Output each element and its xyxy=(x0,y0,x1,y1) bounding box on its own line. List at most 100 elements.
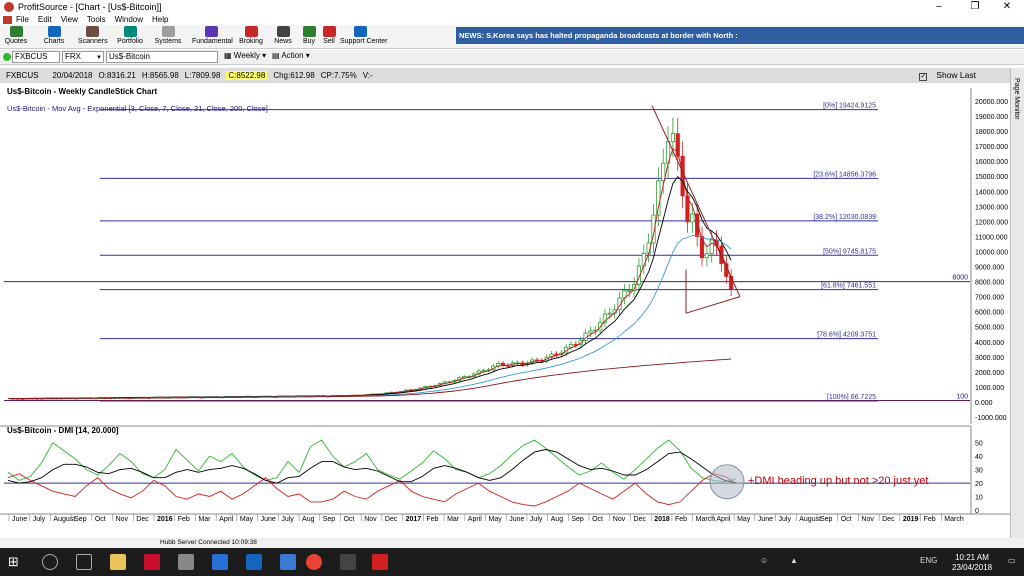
security-name-field[interactable]: Us$-Bitcoin xyxy=(106,51,218,63)
price-y-tick-label: 18000.000 xyxy=(975,129,1008,136)
scanners-button[interactable]: Scanners xyxy=(78,26,108,48)
price-y-tick-label: 6000.000 xyxy=(975,310,1004,317)
info-open: O:8316.21 xyxy=(98,71,136,80)
candle-body xyxy=(602,313,608,323)
menu-tools[interactable]: Tools xyxy=(86,15,106,24)
calculator-icon[interactable] xyxy=(178,554,194,570)
fundamental-button[interactable]: Fundamental xyxy=(192,26,233,48)
trading-app-icon[interactable] xyxy=(340,554,356,570)
language-indicator[interactable]: ENG xyxy=(920,556,938,565)
close-button[interactable]: ✕ xyxy=(1002,1,1012,12)
news-ticker[interactable]: NEWS: S.Korea says has halted propaganda… xyxy=(456,27,1024,44)
sell-icon xyxy=(322,26,336,37)
price-y-tick-label: 20000.000 xyxy=(975,99,1008,106)
candle-body xyxy=(651,214,656,244)
documents-icon[interactable] xyxy=(280,554,296,570)
connection-status-icon xyxy=(3,53,11,61)
price-y-tick-label: 0.000 xyxy=(975,400,993,407)
clock[interactable]: 10:21 AM 23/04/2018 xyxy=(952,553,992,573)
page-monitor-tab[interactable]: Page Monitor xyxy=(1010,68,1024,538)
portfolio-button[interactable]: Portfolio xyxy=(116,26,144,48)
portfolio-label: Portfolio xyxy=(117,38,143,45)
dmi-y-tick-label: 20 xyxy=(975,481,983,488)
checkbox-icon: ✓ xyxy=(919,73,928,81)
quotes-button[interactable]: Quotes xyxy=(4,26,28,48)
price-y-tick-label: 16000.000 xyxy=(975,159,1008,166)
security-app-icon[interactable] xyxy=(246,554,262,570)
x-axis-label: Nov xyxy=(116,516,129,523)
window-title: ProfitSource - [Chart - [Us$-Bitcoin]] xyxy=(18,2,162,12)
fib-level-label: [61.8%] 7461.551 xyxy=(821,283,876,290)
menu-help[interactable]: Help xyxy=(152,15,169,24)
price-y-tick-label: 5000.000 xyxy=(975,325,1004,332)
buy-icon xyxy=(302,26,316,37)
menu-file[interactable]: File xyxy=(16,15,29,24)
candle-body xyxy=(588,330,593,334)
candle-body xyxy=(607,312,612,315)
exchange-select[interactable]: FRX ▼ xyxy=(62,51,104,63)
start-button-icon[interactable]: ⊞ xyxy=(8,554,19,569)
buy-button[interactable]: Buy xyxy=(300,26,318,48)
sell-button[interactable]: Sell xyxy=(320,26,338,48)
file-explorer-icon[interactable] xyxy=(110,554,126,570)
people-icon[interactable]: ☺ xyxy=(760,556,769,565)
x-axis-label: August xyxy=(799,516,821,523)
symbol-field[interactable]: FXBCUS xyxy=(12,51,60,63)
support-center-button[interactable]: Support Center xyxy=(340,26,387,48)
profitsource-taskbar-icon[interactable] xyxy=(372,554,388,570)
notifications-tray-icon[interactable]: ▲ xyxy=(790,556,798,565)
menu-edit[interactable]: Edit xyxy=(37,15,52,24)
charts-button[interactable]: Charts xyxy=(42,26,66,48)
broking-button[interactable]: Broking xyxy=(238,26,264,48)
menu-window[interactable]: Window xyxy=(114,15,144,24)
fib-level-label: [23.6%] 14856.3796 xyxy=(813,171,876,178)
scanners-icon xyxy=(85,26,99,37)
candle-body xyxy=(636,265,642,285)
systems-label: Systems xyxy=(154,38,182,45)
dmi-y-tick-label: 30 xyxy=(975,468,983,475)
chrome-icon[interactable] xyxy=(306,554,322,570)
x-axis-label: Feb xyxy=(426,516,438,523)
moving-average-label: Us$-Bitcoin - Mov Avg - Exponential [3, … xyxy=(7,104,268,113)
chart-area[interactable]: 20000.000 19000.000 18000.000 17000.000 1600… xyxy=(0,84,1010,538)
action-icon: ▤ xyxy=(272,51,282,60)
dmi-y-tick-label: 40 xyxy=(975,454,983,461)
show-last-checkbox[interactable]: ✓ Show Last xyxy=(913,70,976,81)
show-last-label: Show Last xyxy=(936,70,976,80)
candle-body xyxy=(699,236,705,259)
action-dropdown[interactable]: ▤ Action ▾ xyxy=(272,51,310,60)
action-center-icon[interactable]: ▭ xyxy=(1008,556,1016,565)
descending-trendline xyxy=(651,105,741,297)
x-axis-label: Sep xyxy=(571,516,584,523)
period-dropdown[interactable]: ▦ Weekly ▾ xyxy=(224,51,267,60)
systems-button[interactable]: Systems xyxy=(154,26,182,48)
x-axis-label: Dec xyxy=(634,516,647,523)
x-axis-label: Dec xyxy=(385,516,398,523)
price-y-tick-label: 8000.000 xyxy=(975,280,1004,287)
maximize-button[interactable]: ❐ xyxy=(970,1,980,12)
kogan-app-icon[interactable] xyxy=(144,554,160,570)
price-y-tick-label: 7000.000 xyxy=(975,295,1004,302)
x-axis-label: Oct xyxy=(343,516,354,523)
minimize-button[interactable]: – xyxy=(936,1,942,12)
price-y-tick-label: 14000.000 xyxy=(975,189,1008,196)
price-y-tick-label: 2000.000 xyxy=(975,370,1004,377)
candle-body xyxy=(641,252,646,267)
clock-date: 23/04/2018 xyxy=(952,563,993,572)
x-axis-label: Feb xyxy=(178,516,190,523)
store-icon[interactable] xyxy=(212,554,228,570)
menu-view[interactable]: View xyxy=(60,15,78,24)
dmi-y-tick-label: 0 xyxy=(975,508,979,515)
news-button[interactable]: News xyxy=(272,26,294,48)
candle-body xyxy=(670,133,676,143)
dmi-chart-title: Us$-Bitcoin - DMI [14, 20.000] xyxy=(7,426,119,435)
x-axis-label: Nov xyxy=(613,516,626,523)
x-axis-label: July xyxy=(33,516,46,523)
x-axis-label: Feb xyxy=(924,516,936,523)
candle-body xyxy=(704,253,709,259)
task-view-icon[interactable] xyxy=(76,554,92,570)
app-icon xyxy=(4,2,14,12)
x-axis-label: Nov xyxy=(861,516,874,523)
search-icon[interactable] xyxy=(42,554,58,570)
dmi-series-line xyxy=(7,439,737,483)
